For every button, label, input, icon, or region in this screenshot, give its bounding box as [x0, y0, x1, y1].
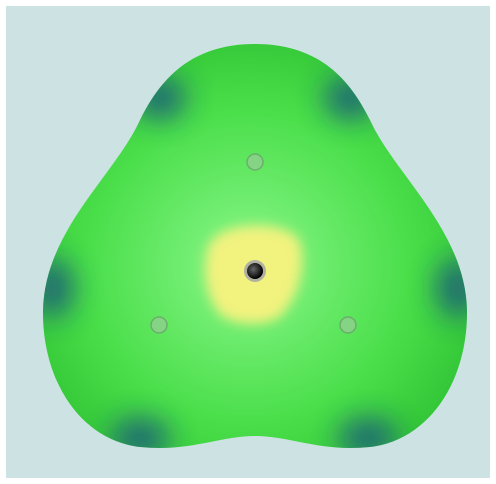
- atom-marker: [340, 317, 356, 333]
- atom-marker: [151, 317, 167, 333]
- page: [0, 0, 496, 484]
- molecule-render: [0, 0, 496, 484]
- center-atom: [247, 263, 263, 279]
- atom-marker: [247, 154, 263, 170]
